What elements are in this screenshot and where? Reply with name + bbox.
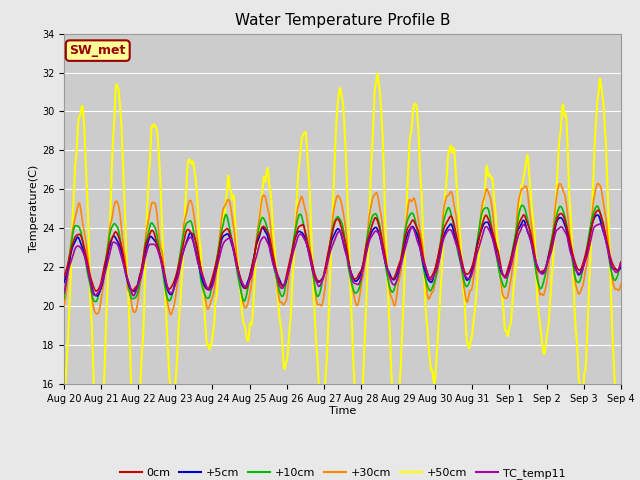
+5cm	[171, 282, 179, 288]
0cm	[171, 277, 179, 283]
TC_temp11	[184, 237, 192, 242]
+10cm	[60, 296, 68, 301]
TC_temp11	[129, 293, 137, 299]
0cm	[60, 274, 68, 280]
+5cm	[593, 212, 601, 218]
0cm	[184, 227, 192, 232]
TC_temp11	[551, 231, 559, 237]
TC_temp11	[171, 284, 179, 289]
0cm	[595, 207, 602, 213]
Line: +10cm: +10cm	[64, 205, 621, 301]
+10cm	[617, 259, 625, 265]
Line: TC_temp11: TC_temp11	[64, 224, 621, 296]
Y-axis label: Temperature(C): Temperature(C)	[29, 165, 39, 252]
TC_temp11	[429, 275, 437, 280]
+30cm	[502, 296, 509, 301]
0cm	[129, 288, 136, 294]
+50cm	[184, 160, 191, 166]
0cm	[617, 259, 625, 265]
+50cm	[60, 405, 68, 410]
TC_temp11	[596, 221, 604, 227]
+5cm	[246, 269, 254, 275]
+30cm	[594, 180, 602, 186]
+50cm	[552, 208, 559, 214]
Title: Water Temperature Profile B: Water Temperature Profile B	[235, 13, 450, 28]
+50cm	[355, 432, 362, 437]
0cm	[551, 223, 559, 229]
+50cm	[502, 327, 510, 333]
TC_temp11	[617, 261, 625, 266]
+50cm	[374, 71, 381, 77]
+30cm	[246, 287, 254, 293]
Line: +30cm: +30cm	[64, 183, 621, 315]
+5cm	[617, 264, 625, 270]
+30cm	[60, 303, 68, 309]
+5cm	[429, 276, 437, 282]
+5cm	[60, 279, 68, 285]
TC_temp11	[60, 290, 68, 296]
+10cm	[246, 272, 254, 278]
Legend: 0cm, +5cm, +10cm, +30cm, +50cm, TC_temp11: 0cm, +5cm, +10cm, +30cm, +50cm, TC_temp1…	[115, 464, 570, 480]
TC_temp11	[246, 276, 254, 282]
0cm	[502, 272, 509, 278]
+30cm	[167, 312, 175, 318]
+30cm	[171, 300, 179, 306]
+5cm	[93, 293, 100, 299]
+10cm	[502, 282, 509, 288]
0cm	[429, 271, 437, 276]
+5cm	[551, 226, 559, 231]
+10cm	[518, 203, 526, 208]
+10cm	[92, 299, 100, 304]
+10cm	[171, 283, 179, 288]
+10cm	[184, 219, 192, 225]
Line: +5cm: +5cm	[64, 215, 621, 296]
Line: 0cm: 0cm	[64, 210, 621, 291]
+50cm	[246, 320, 254, 326]
+30cm	[551, 206, 559, 212]
+5cm	[502, 273, 509, 278]
+30cm	[429, 288, 437, 294]
Line: +50cm: +50cm	[64, 74, 621, 434]
+10cm	[429, 282, 437, 288]
+50cm	[170, 392, 178, 397]
+50cm	[617, 402, 625, 408]
+50cm	[429, 377, 437, 383]
+30cm	[184, 202, 192, 207]
+5cm	[184, 234, 192, 240]
Text: SW_met: SW_met	[70, 44, 126, 57]
+30cm	[617, 281, 625, 287]
+10cm	[552, 217, 559, 223]
X-axis label: Time: Time	[329, 407, 356, 417]
0cm	[246, 271, 254, 276]
TC_temp11	[502, 275, 509, 281]
